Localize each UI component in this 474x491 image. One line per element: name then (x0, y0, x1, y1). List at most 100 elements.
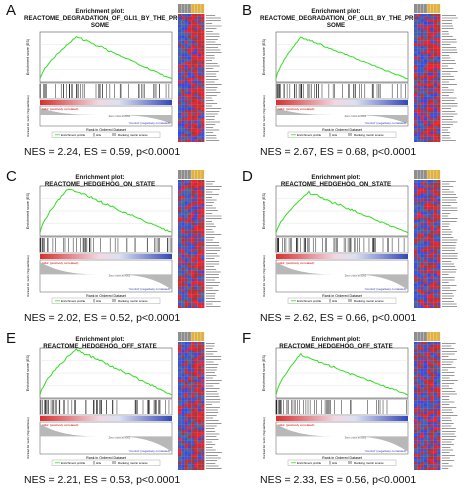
heatmap-cell (420, 376, 424, 380)
heatmap-cell (178, 435, 182, 439)
heatmap-cell (178, 51, 182, 55)
heatmap-cell (414, 350, 418, 353)
heatmap-cell (433, 128, 438, 132)
heatmap-cell (194, 414, 198, 417)
heatmap-cell (197, 302, 202, 306)
heatmap-cell (417, 212, 421, 215)
heatmap-cell (178, 374, 182, 377)
heatmap-cell (184, 139, 188, 142)
heatmap-cell (423, 281, 428, 285)
heatmap-cell (201, 424, 205, 428)
heatmap-cell (191, 190, 195, 194)
heatmap-cell (437, 233, 441, 237)
heatmap-cell (178, 467, 182, 470)
heatmap-cell (184, 352, 188, 356)
heatmap-cell (427, 120, 431, 124)
heatmap-cell (181, 278, 185, 282)
heatmap-cell (187, 185, 192, 189)
heatmap-cell (433, 14, 438, 17)
heatmap-cell (194, 40, 198, 44)
heatmap-cell (201, 46, 205, 49)
heatmap-cell (194, 46, 198, 49)
heatmap-cell (437, 19, 441, 23)
heatmap-cell (184, 102, 188, 105)
heatmap-cell (430, 379, 434, 383)
heatmap-cell (437, 363, 441, 367)
heatmap-cell (181, 35, 185, 39)
heatmap-cell (430, 83, 434, 87)
heatmap-cell (433, 67, 438, 71)
heatmap-cell (427, 451, 431, 455)
heatmap-cell (433, 273, 438, 277)
heatmap-cell (430, 300, 434, 303)
heatmap-cell (423, 16, 428, 20)
heatmap-cell (187, 126, 192, 129)
heatmap-cell (414, 459, 418, 463)
heatmap-cell (201, 419, 205, 423)
heatmap-cell (433, 190, 438, 194)
heatmap-cell (417, 40, 421, 44)
heatmap-cell (414, 88, 418, 92)
enrichment-profile-line (275, 352, 409, 396)
heatmap-cell (433, 54, 438, 57)
heatmap-cell (427, 214, 431, 218)
heatmap-cell (430, 244, 434, 247)
heatmap-cell (201, 366, 205, 369)
heatmap-cell (184, 27, 188, 31)
heatmap-cell (197, 414, 202, 417)
gsea-chart: Enrichment score (ES)'H&L' (positively c… (26, 185, 173, 304)
heatmap-cell (201, 54, 205, 57)
heatmap-cell (181, 300, 185, 303)
es-axis-label: Enrichment score (ES) (262, 39, 266, 75)
heatmap-cell (437, 99, 441, 103)
heatmap-cell (420, 35, 424, 39)
heatmap-cell (420, 136, 424, 140)
heatmap-cell (194, 75, 198, 79)
heatmap-header-cell (417, 170, 421, 179)
heatmap-header-cell (414, 332, 417, 341)
heatmap-cell (178, 27, 182, 31)
heatmap-cell (181, 102, 185, 105)
heatmap-cell (181, 451, 185, 455)
heatmap-cell (430, 94, 434, 97)
heatmap-cell (427, 376, 431, 380)
heatmap-cell (181, 406, 185, 409)
heatmap-cell (437, 464, 441, 468)
heatmap-cell (430, 107, 434, 111)
legend-metric: Ranking metric scores (118, 461, 148, 465)
heatmap-cell (437, 24, 441, 28)
heatmap-cell (178, 78, 182, 81)
heatmap-cell (181, 347, 185, 351)
heatmap-cell (420, 368, 424, 372)
heatmap-cell (184, 462, 188, 465)
heatmap-cell (423, 270, 428, 274)
heatmap-cell (191, 430, 195, 433)
heatmap-cell (201, 352, 205, 356)
zero-cross-label: Zero cross at 8061 (345, 435, 367, 439)
heatmap-cell (427, 379, 431, 383)
heatmap-cell (430, 368, 434, 372)
heatmap-cell (423, 198, 428, 202)
heatmap-cell (430, 427, 434, 431)
heatmap-cell (420, 104, 424, 108)
heatmap-cell (417, 91, 421, 95)
heatmap-cell (433, 214, 438, 218)
heatmap-header-cell (201, 4, 205, 13)
heatmap-cell (194, 126, 198, 129)
heatmap-cell (414, 48, 418, 52)
heatmap-cell (430, 284, 434, 287)
heatmap-cell (437, 88, 441, 92)
heatmap-cell (181, 286, 185, 290)
heatmap-cell (191, 360, 195, 364)
heatmap-cell (417, 96, 421, 100)
heatmap-cell (417, 136, 421, 140)
heatmap-cell (437, 414, 441, 417)
heatmap-cell (201, 446, 205, 449)
heatmap-cell (423, 395, 428, 399)
heatmap-cell (181, 270, 185, 274)
heatmap-cell (417, 209, 421, 213)
heatmap-cell (414, 443, 418, 447)
heatmap-cell (191, 83, 195, 87)
heatmap-cell (194, 91, 198, 95)
heatmap-cell (437, 238, 441, 242)
